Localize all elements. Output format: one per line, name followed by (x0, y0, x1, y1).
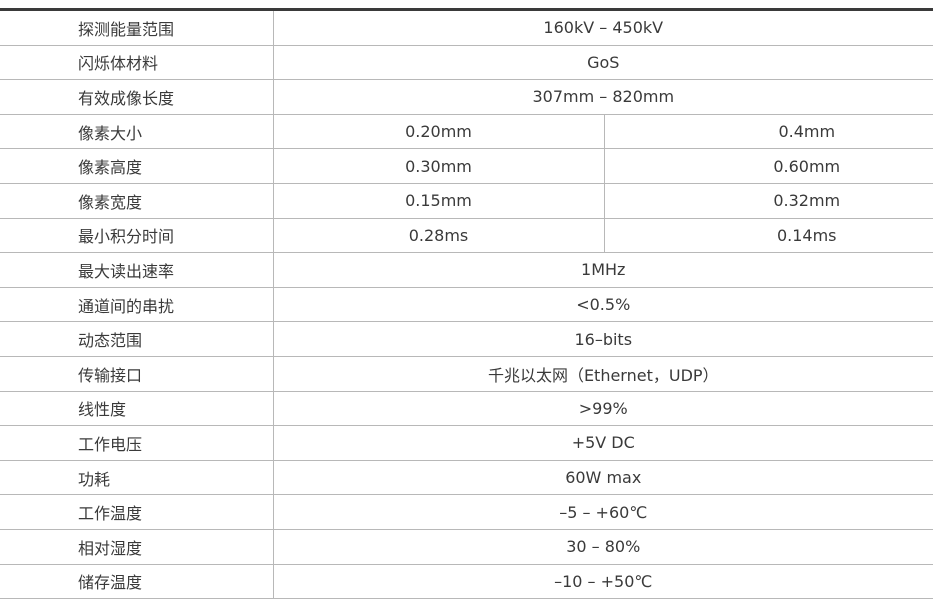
spec-label: 工作温度 (0, 494, 274, 530)
spec-value: –5 – +60℃ (273, 494, 933, 530)
spec-label: 像素宽度 (0, 183, 274, 219)
spec-row: 最大读出速率 1MHz (0, 252, 933, 288)
spec-value-1: 0.28ms (273, 218, 605, 254)
spec-value: 307mm – 820mm (273, 79, 933, 115)
spec-value-2: 0.32mm (604, 183, 933, 219)
spec-label: 动态范围 (0, 321, 274, 357)
spec-value-2: 0.4mm (604, 114, 933, 150)
spec-value: <0.5% (273, 287, 933, 323)
spec-value: +5V DC (273, 425, 933, 461)
spec-row: 工作温度 –5 – +60℃ (0, 494, 933, 530)
spec-label: 闪烁体材料 (0, 45, 274, 81)
spec-value: –10 – +50℃ (273, 564, 933, 600)
spec-value: 160kV – 450kV (273, 9, 933, 46)
spec-row: 储存温度 –10 – +50℃ (0, 564, 933, 600)
spec-row: 闪烁体材料 GoS (0, 45, 933, 81)
spec-row: 功耗 60W max (0, 460, 933, 496)
spec-value: 千兆以太网（Ethernet，UDP） (273, 356, 933, 392)
spec-value: >99% (273, 391, 933, 427)
spec-row: 线性度 >99% (0, 391, 933, 427)
spec-value-1: 0.20mm (273, 114, 605, 150)
spec-row: 像素大小 0.20mm 0.4mm (0, 114, 933, 150)
spec-value: GoS (273, 45, 933, 81)
spec-value: 1MHz (273, 252, 933, 288)
spec-label: 工作电压 (0, 425, 274, 461)
spec-row: 最小积分时间 0.28ms 0.14ms (0, 218, 933, 254)
spec-label: 传输接口 (0, 356, 274, 392)
spec-value-2: 0.14ms (604, 218, 933, 254)
spec-value-1: 0.15mm (273, 183, 605, 219)
spec-label: 像素高度 (0, 148, 274, 184)
spec-label: 功耗 (0, 460, 274, 496)
spec-label: 像素大小 (0, 114, 274, 150)
spec-label: 相对湿度 (0, 529, 274, 565)
spec-label: 有效成像长度 (0, 79, 274, 115)
spec-label: 探测能量范围 (0, 9, 274, 46)
spec-row: 传输接口 千兆以太网（Ethernet，UDP） (0, 356, 933, 392)
spec-table: 探测能量范围 160kV – 450kV 闪烁体材料 GoS 有效成像长度 307mm –… (0, 8, 933, 600)
spec-row: 工作电压 +5V DC (0, 425, 933, 461)
spec-value: 60W max (273, 460, 933, 496)
spec-label: 最小积分时间 (0, 218, 274, 254)
spec-value-2: 0.60mm (604, 148, 933, 184)
spec-row: 像素宽度 0.15mm 0.32mm (0, 183, 933, 219)
spec-table-body: 探测能量范围 160kV – 450kV 闪烁体材料 GoS 有效成像长度 307mm –… (0, 9, 933, 600)
spec-value: 30 – 80% (273, 529, 933, 565)
spec-row: 像素高度 0.30mm 0.60mm (0, 148, 933, 184)
spec-label: 线性度 (0, 391, 274, 427)
spec-row: 通道间的串扰 <0.5% (0, 287, 933, 323)
spec-row: 有效成像长度 307mm – 820mm (0, 79, 933, 115)
spec-value-1: 0.30mm (273, 148, 605, 184)
spec-row: 探测能量范围 160kV – 450kV (0, 9, 933, 46)
spec-label: 通道间的串扰 (0, 287, 274, 323)
spec-row: 动态范围 16–bits (0, 321, 933, 357)
spec-label: 储存温度 (0, 564, 274, 600)
spec-row: 相对湿度 30 – 80% (0, 529, 933, 565)
spec-value: 16–bits (273, 321, 933, 357)
spec-label: 最大读出速率 (0, 252, 274, 288)
